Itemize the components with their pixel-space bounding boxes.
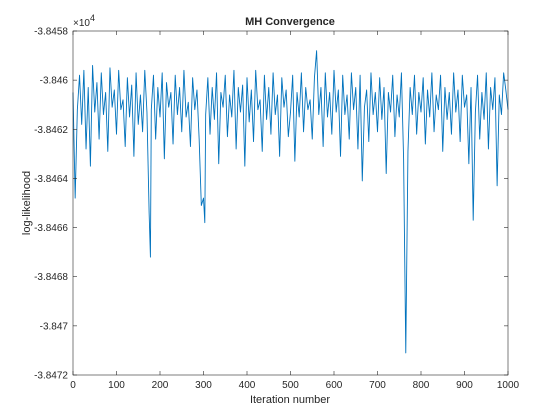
- x-ticks-layer: 0 100 200 300 400 500 600 700 800 900 1000: [70, 31, 520, 391]
- y-tick-label: -3.8472: [34, 371, 68, 382]
- x-tick-label: 600: [326, 380, 343, 391]
- y-ticks-layer: -3.8472 -3.847 -3.8468 -3.8466 -3.8464 -3.846…: [34, 27, 508, 382]
- x-tick-label: 800: [413, 380, 430, 391]
- y-exponent-power: 4: [90, 13, 95, 23]
- x-tick-label: 200: [152, 380, 169, 391]
- x-tick-label: 900: [456, 380, 473, 391]
- x-tick-label: 100: [108, 380, 125, 391]
- series-layer: [72, 50, 509, 354]
- x-tick-label: 300: [195, 380, 212, 391]
- x-tick-label: 500: [282, 380, 299, 391]
- y-tick-label: -3.8462: [34, 125, 68, 136]
- x-tick-label: 400: [239, 380, 256, 391]
- x-tick-label: 700: [369, 380, 386, 391]
- x-tick-label: 1000: [497, 380, 520, 391]
- y-tick-label: -3.8458: [34, 27, 68, 38]
- y-tick-label: -3.8468: [34, 272, 68, 283]
- y-tick-label: -3.8466: [34, 223, 68, 234]
- series-line-0: [72, 50, 509, 354]
- plot-area: [73, 31, 508, 375]
- x-tick-label: 0: [70, 380, 76, 391]
- y-tick-label: -3.846: [40, 76, 69, 87]
- x-axis-label: Iteration number: [250, 394, 330, 406]
- y-tick-label: -3.8464: [34, 174, 68, 185]
- chart-title: MH Convergence: [245, 16, 335, 28]
- y-exponent: ×104: [73, 13, 95, 29]
- y-axis-label: log-likelihood: [21, 171, 33, 235]
- y-exponent-base: ×10: [73, 18, 90, 29]
- y-tick-label: -3.847: [40, 321, 69, 332]
